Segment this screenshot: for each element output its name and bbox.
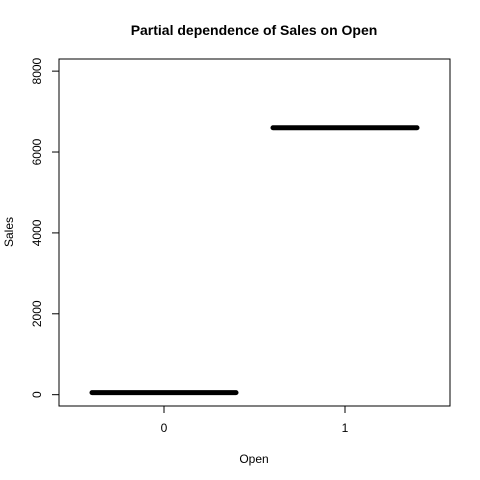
- chart-title: Partial dependence of Sales on Open: [131, 22, 378, 38]
- plot-frame: [58, 58, 451, 407]
- y-tick-label: 0: [30, 391, 44, 398]
- y-axis-label: Sales: [2, 217, 16, 247]
- x-tick-label: 0: [161, 421, 168, 435]
- y-tick-label: 2000: [30, 300, 44, 327]
- data-marks: [89, 125, 420, 396]
- y-tick-label: 8000: [30, 57, 44, 84]
- x-axis-label: Open: [239, 452, 268, 466]
- y-axis: 0 2000 4000 6000 8000: [30, 57, 60, 398]
- x-tick-label: 1: [342, 421, 349, 435]
- y-tick-label: 4000: [30, 219, 44, 246]
- y-tick-label: 6000: [30, 138, 44, 165]
